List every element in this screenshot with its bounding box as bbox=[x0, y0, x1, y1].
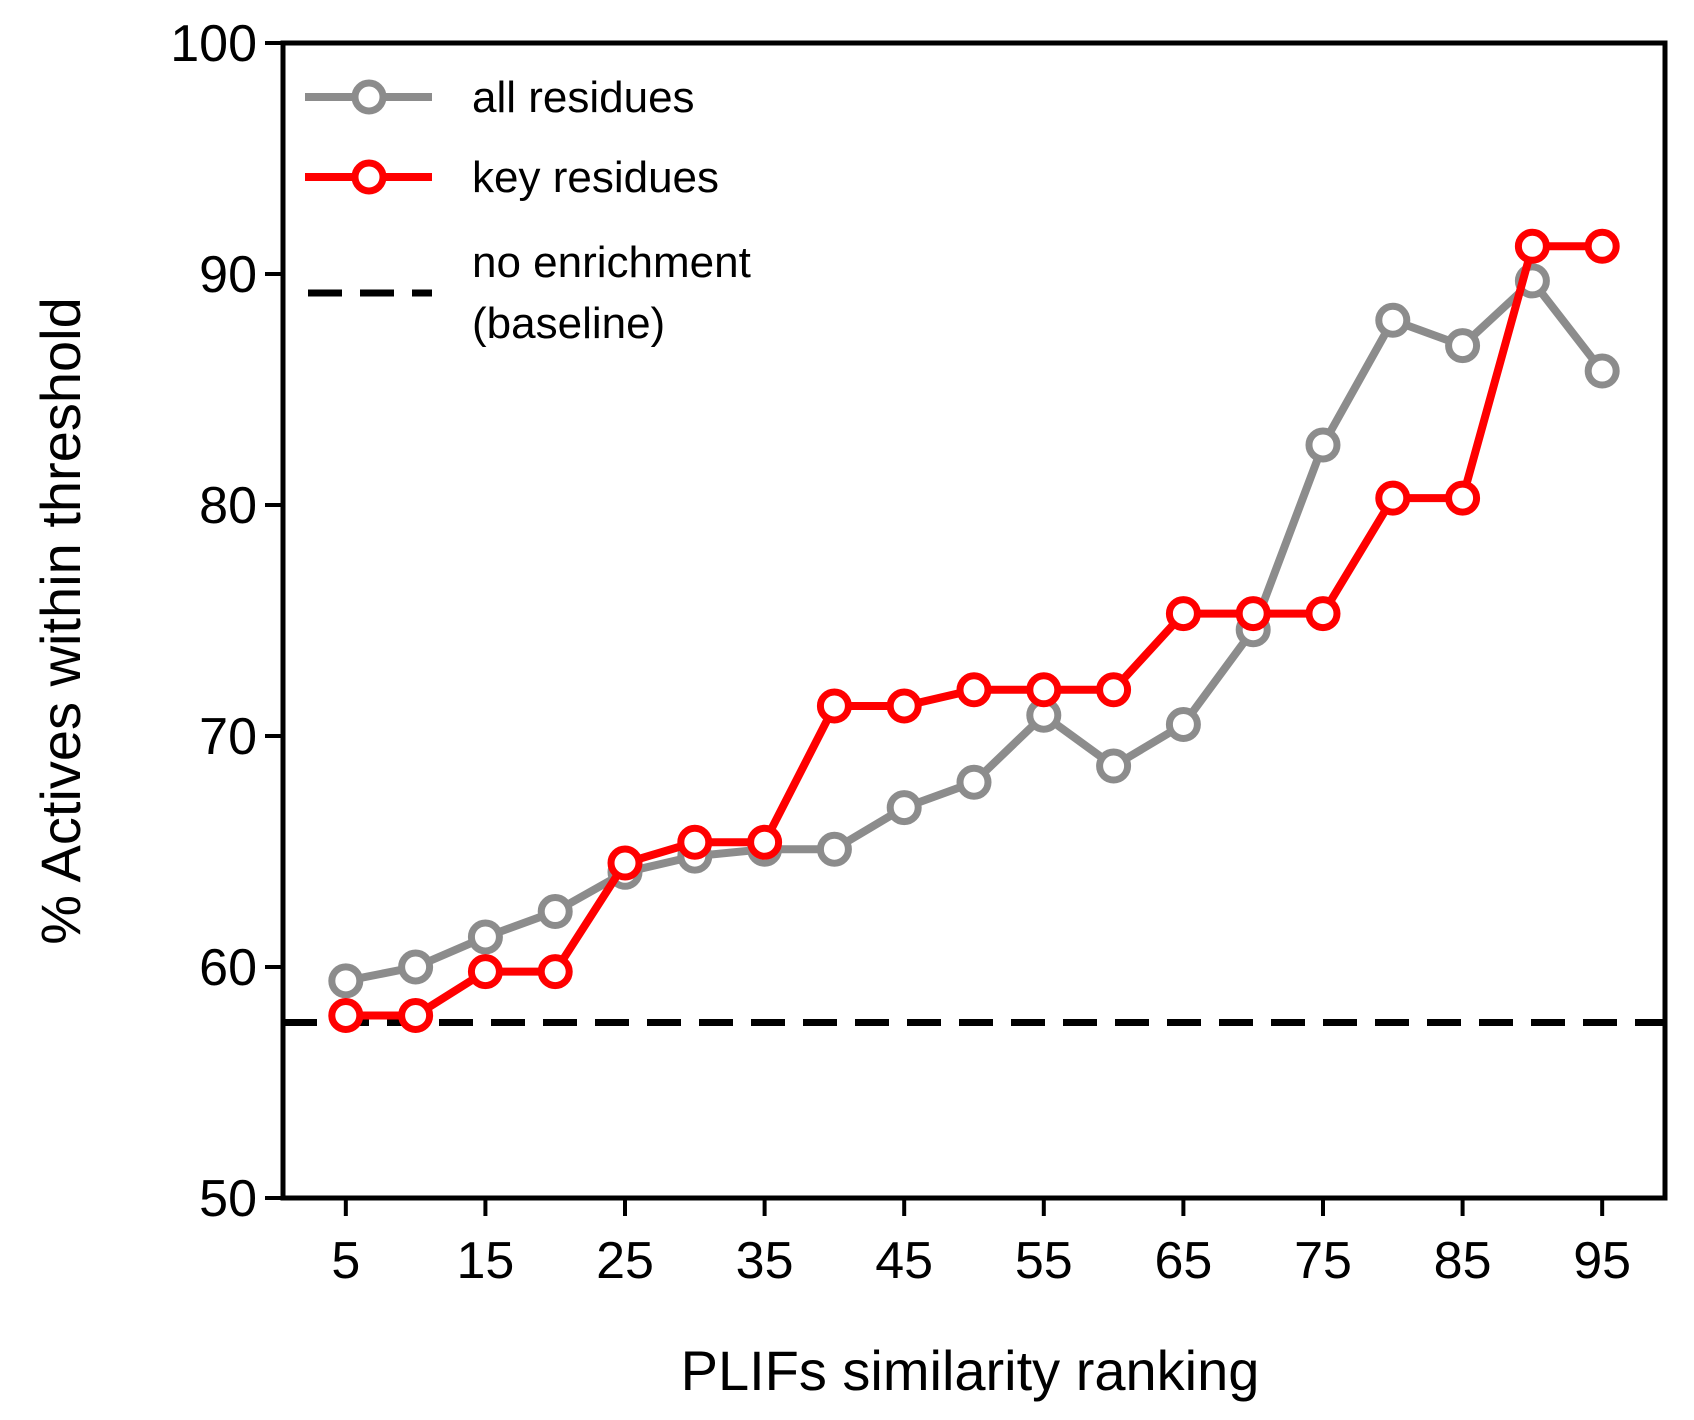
y-tick-label: 80 bbox=[199, 477, 257, 535]
x-tick-label: 5 bbox=[331, 1232, 360, 1290]
x-axis-title: PLIFs similarity ranking bbox=[681, 1339, 1260, 1402]
data-point bbox=[398, 998, 434, 1034]
series-key-residues bbox=[328, 228, 1620, 1034]
x-tick-label: 95 bbox=[1573, 1232, 1631, 1290]
data-point bbox=[747, 824, 783, 860]
data-point bbox=[816, 688, 852, 724]
y-tick-label: 90 bbox=[199, 246, 257, 304]
data-point bbox=[607, 845, 643, 881]
legend-baseline-label-line1: no enrichment bbox=[472, 238, 751, 287]
data-point bbox=[467, 919, 503, 955]
data-point bbox=[1096, 748, 1132, 784]
data-point bbox=[398, 949, 434, 985]
data-point bbox=[956, 672, 992, 708]
data-point bbox=[537, 954, 573, 990]
x-tick-label: 65 bbox=[1154, 1232, 1212, 1290]
series-layer bbox=[328, 228, 1620, 1034]
data-point bbox=[1165, 596, 1201, 632]
data-point bbox=[1445, 480, 1481, 516]
ticks-layer: 50 60 70 80 90 100 5 15 25 35 45 55 65 75 85 95 bbox=[170, 15, 1631, 1290]
legend-key-residues-label: key residues bbox=[472, 153, 719, 202]
data-point bbox=[677, 824, 713, 860]
data-point bbox=[537, 894, 573, 930]
x-tick-label: 25 bbox=[596, 1232, 654, 1290]
data-point bbox=[1026, 672, 1062, 708]
legend-baseline-label-line2: (baseline) bbox=[472, 299, 665, 348]
data-point bbox=[816, 831, 852, 867]
data-point bbox=[1165, 706, 1201, 742]
data-point bbox=[1375, 302, 1411, 338]
x-tick-label: 75 bbox=[1294, 1232, 1352, 1290]
data-point bbox=[328, 998, 364, 1034]
series-line bbox=[345, 242, 1603, 1020]
data-point bbox=[886, 688, 922, 724]
data-point bbox=[467, 954, 503, 990]
y-axis-title: % Actives within threshold bbox=[29, 297, 92, 944]
data-point bbox=[1096, 672, 1132, 708]
data-point bbox=[1514, 228, 1550, 264]
legend: all residues key residues no enrichment … bbox=[305, 73, 751, 348]
plot-frame bbox=[280, 40, 1668, 1201]
data-point bbox=[1235, 596, 1271, 632]
data-point bbox=[956, 764, 992, 800]
legend-all-residues-marker bbox=[351, 79, 387, 115]
series-line bbox=[345, 276, 1606, 985]
data-point bbox=[1375, 480, 1411, 516]
x-tick-label: 15 bbox=[456, 1232, 514, 1290]
data-point bbox=[886, 790, 922, 826]
legend-all-residues-label: all residues bbox=[472, 73, 695, 122]
y-tick-label: 60 bbox=[199, 939, 257, 997]
x-tick-label: 85 bbox=[1434, 1232, 1492, 1290]
x-tick-label: 45 bbox=[875, 1232, 933, 1290]
data-point bbox=[328, 963, 364, 999]
series-all-residues bbox=[328, 263, 1620, 999]
y-tick-label: 100 bbox=[170, 15, 257, 73]
data-point bbox=[1584, 228, 1620, 264]
x-tick-label: 35 bbox=[736, 1232, 794, 1290]
legend-key-residues-marker bbox=[351, 159, 387, 195]
data-point bbox=[1305, 596, 1341, 632]
y-tick-label: 70 bbox=[199, 708, 257, 766]
y-tick-label: 50 bbox=[199, 1170, 257, 1228]
data-point bbox=[1445, 328, 1481, 364]
data-point bbox=[1584, 353, 1620, 389]
data-point bbox=[1305, 427, 1341, 463]
x-tick-label: 55 bbox=[1015, 1232, 1073, 1290]
